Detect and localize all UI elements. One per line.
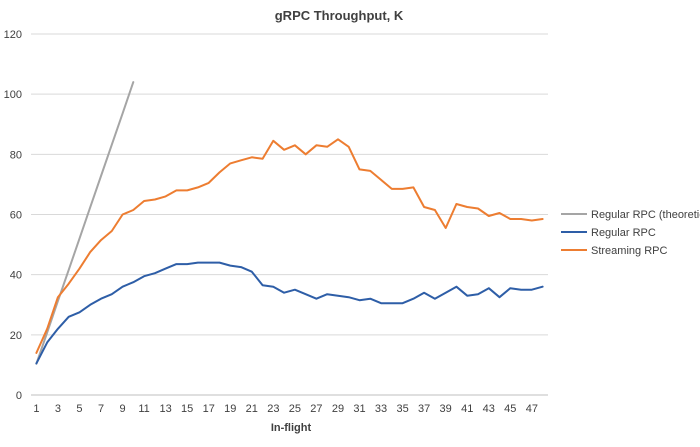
x-tick-label: 25 xyxy=(289,403,301,415)
legend: Regular RPC (theoretical) Regular RPC Stre… xyxy=(561,209,700,257)
x-axis-title: In-flight xyxy=(271,422,312,434)
series-line-1 xyxy=(35,261,544,365)
x-tick-label: 37 xyxy=(418,403,430,415)
legend-label: Streaming RPC xyxy=(591,245,667,257)
x-tick-label: 33 xyxy=(375,403,387,415)
x-tick-label: 43 xyxy=(483,403,495,415)
x-tick-label: 3 xyxy=(55,403,61,415)
x-tick-label: 47 xyxy=(526,403,538,415)
x-tick-label: 27 xyxy=(310,403,322,415)
series-lines xyxy=(35,81,544,365)
x-tick-label: 45 xyxy=(504,403,516,415)
x-tick-label: 17 xyxy=(203,403,215,415)
y-tick-label: 40 xyxy=(10,270,22,282)
gridlines xyxy=(31,33,548,336)
x-tick-label: 15 xyxy=(181,403,193,415)
x-tick-label: 29 xyxy=(332,403,344,415)
chart-title: gRPC Throughput, K xyxy=(275,8,404,23)
y-tick-label: 80 xyxy=(10,149,22,161)
x-tick-label: 41 xyxy=(461,403,473,415)
y-tick-labels: 0 20 40 60 80 100 120 xyxy=(4,29,22,402)
x-tick-label: 5 xyxy=(76,403,82,415)
x-tick-labels: 1 3 5 7 9 11 13 15 17 19 21 23 25 27 29 31 33 35 37 39 41 43 4… xyxy=(33,403,538,415)
legend-item: Regular RPC (theoretical) xyxy=(561,209,700,221)
x-tick-label: 11 xyxy=(138,403,149,415)
x-tick-label: 13 xyxy=(160,403,172,415)
series-line-0 xyxy=(35,81,135,365)
y-tick-label: 20 xyxy=(10,330,22,342)
y-tick-label: 120 xyxy=(4,29,22,41)
x-tick-label: 1 xyxy=(33,403,39,415)
legend-label: Regular RPC xyxy=(591,227,656,239)
y-tick-label: 60 xyxy=(10,210,22,222)
x-tick-label: 19 xyxy=(224,403,236,415)
x-tick-label: 23 xyxy=(267,403,279,415)
x-tick-label: 35 xyxy=(396,403,408,415)
x-tick-label: 21 xyxy=(246,403,258,415)
x-tick-label: 39 xyxy=(440,403,452,415)
series-line-2 xyxy=(35,138,544,354)
legend-label: Regular RPC (theoretical) xyxy=(591,209,700,221)
legend-item: Streaming RPC xyxy=(561,245,667,257)
x-tick-label: 31 xyxy=(353,403,365,415)
x-tick-label: 9 xyxy=(119,403,125,415)
y-tick-label: 100 xyxy=(4,89,22,101)
y-tick-label: 0 xyxy=(16,390,22,402)
legend-item: Regular RPC xyxy=(561,227,656,239)
x-tick-label: 7 xyxy=(98,403,104,415)
